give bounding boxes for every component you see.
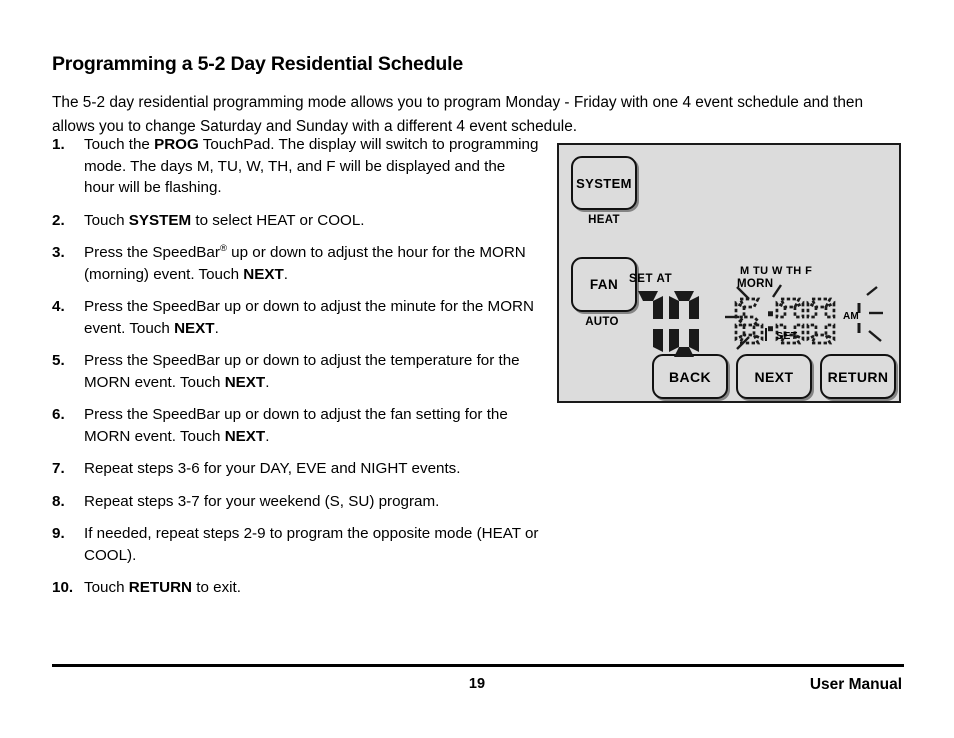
return-button-label: RETURN — [827, 368, 889, 385]
step-item: 9. If needed, repeat steps 2-9 to program… — [52, 523, 539, 566]
step-number: 6. — [52, 406, 65, 423]
emphasized-term: SYSTEM — [128, 211, 192, 229]
step-item: 1. Touch the PROG TouchPad. The display w… — [52, 134, 539, 199]
mode-indicator-heat: HEAT — [588, 214, 620, 226]
step-text: Press the SpeedBar® up or down to adjust… — [84, 242, 526, 283]
meridiem-indicator: AM — [843, 311, 859, 322]
return-button[interactable]: RETURN — [820, 354, 896, 399]
page-title: Programming a 5-2 Day Residential Schedu… — [52, 53, 463, 76]
next-button[interactable]: NEXT — [736, 354, 812, 399]
step-number: 4. — [52, 298, 65, 315]
footer-label: User Manual — [809, 676, 902, 693]
emphasized-term: RETURN — [128, 579, 193, 596]
step-number: 10. — [52, 579, 74, 596]
step-item: 5. Press the SpeedBar up or down to adjus… — [52, 350, 539, 393]
emphasized-term: PROG — [154, 136, 199, 153]
step-item: 10. Touch RETURN to exit. — [52, 577, 539, 599]
setpoint-temperature-digits — [638, 291, 699, 357]
emphasized-term: NEXT — [224, 373, 266, 391]
step-number: 3. — [52, 244, 65, 261]
event-indicator-morn: MORN — [737, 278, 774, 290]
lcd-display: SET AT M TU W TH F MORN AM SET — [559, 145, 899, 401]
step-item: 6. Press the SpeedBar up or down to adjus… — [52, 404, 539, 447]
next-button-label: NEXT — [754, 368, 794, 385]
page-number: 19 — [468, 676, 486, 692]
step-item: 7. Repeat steps 3-6 for your DAY, EVE and… — [52, 458, 539, 480]
intro-paragraph: The 5-2 day residential programming mode… — [52, 94, 864, 135]
step-item: 3. Press the SpeedBar® up or down to adju… — [52, 242, 539, 285]
step-item: 2. Touch SYSTEM to select HEAT or COOL. — [52, 210, 539, 232]
step-number: 7. — [52, 460, 65, 477]
step-text: Touch RETURN to exit. — [84, 579, 241, 596]
emphasized-term: NEXT — [243, 265, 284, 283]
fan-indicator-auto: AUTO — [585, 316, 619, 328]
back-button[interactable]: BACK — [652, 354, 728, 399]
step-number: 2. — [52, 211, 65, 229]
set-at-label: SET AT — [629, 273, 673, 285]
back-button-label: BACK — [668, 368, 712, 385]
step-text: Repeat steps 3-6 for your DAY, EVE and N… — [84, 460, 461, 477]
steps-list: 1. Touch the PROG TouchPad. The display w… — [52, 134, 539, 610]
step-text: Press the SpeedBar up or down to adjust … — [84, 298, 534, 337]
day-indicators: M TU W TH F — [740, 265, 813, 277]
step-number: 8. — [52, 492, 65, 510]
step-text: Repeat steps 3-7 for your weekend (S, SU… — [84, 492, 440, 510]
footer-divider — [52, 664, 904, 667]
step-text: Touch SYSTEM to select HEAT or COOL. — [84, 211, 365, 229]
step-text: If needed, repeat steps 2-9 to program t… — [84, 525, 539, 564]
system-button-label: SYSTEM — [576, 175, 632, 191]
emphasized-term: NEXT — [174, 319, 215, 337]
step-text: Press the SpeedBar up or down to adjust … — [84, 406, 508, 445]
system-button[interactable]: SYSTEM — [571, 156, 637, 210]
step-number: 1. — [52, 136, 65, 153]
registered-mark: ® — [219, 242, 227, 254]
fan-button-label: FAN — [589, 277, 619, 292]
step-text: Press the SpeedBar up or down to adjust … — [84, 352, 520, 391]
fan-button[interactable]: FAN — [571, 257, 637, 312]
set-indicator-label: SET — [776, 330, 798, 342]
thermostat-figure: SYSTEM HEAT FAN AUTO BACK NEXT RETURN SE… — [557, 143, 901, 403]
step-number: 9. — [52, 525, 65, 542]
set-tick-icon — [765, 328, 767, 341]
step-text: Touch the PROG TouchPad. The display wil… — [84, 136, 539, 196]
step-item: 4. Press the SpeedBar up or down to adjus… — [52, 296, 539, 339]
step-number: 5. — [52, 352, 65, 369]
event-time-digits — [734, 297, 836, 345]
flash-rays — [725, 284, 883, 350]
emphasized-term: NEXT — [224, 427, 266, 445]
step-item: 8. Repeat steps 3-7 for your weekend (S, … — [52, 491, 539, 513]
